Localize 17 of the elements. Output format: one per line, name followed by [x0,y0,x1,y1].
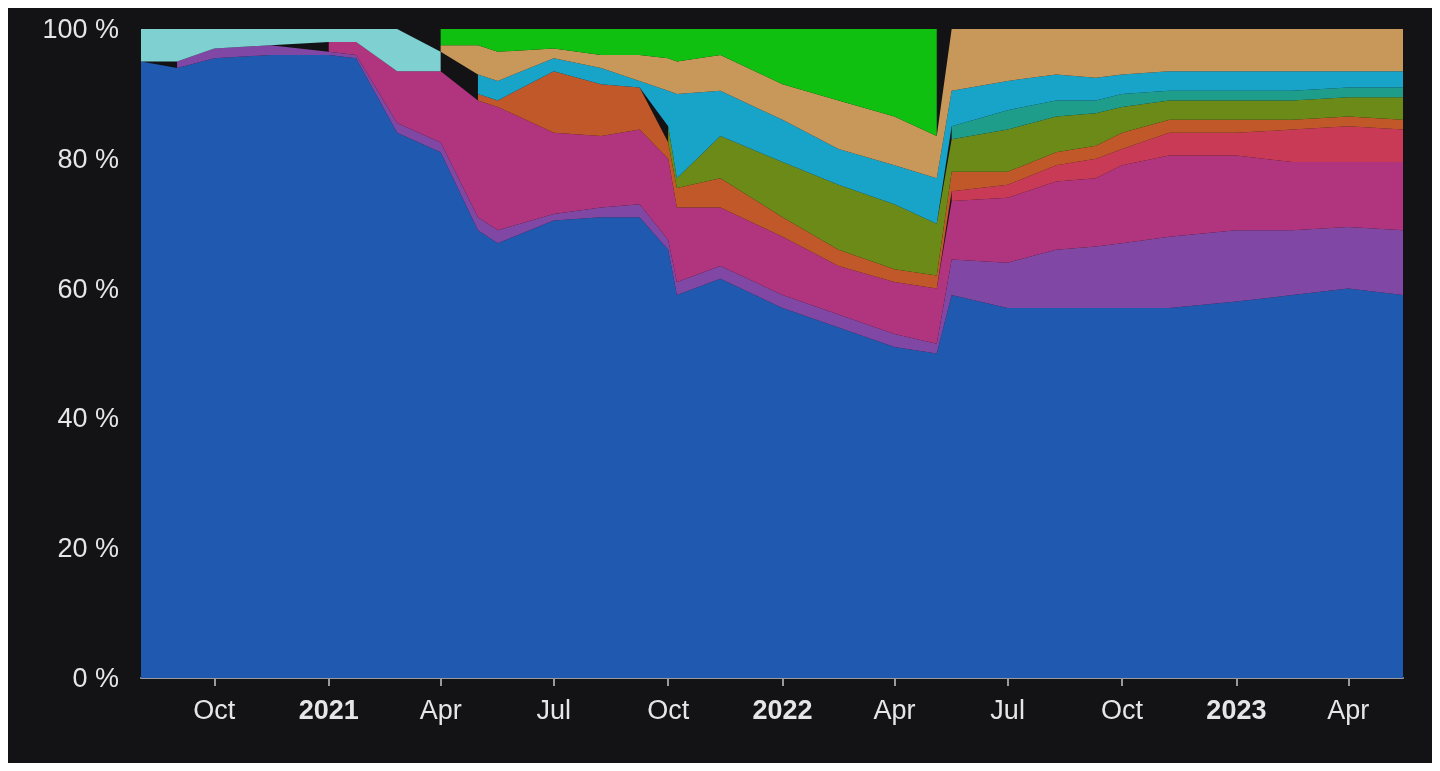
x-tick-label: Oct [1101,694,1144,725]
x-tick-label: 2023 [1206,694,1267,725]
x-tick-label: 2022 [752,694,813,725]
x-tick-label: Apr [1327,694,1370,725]
x-tick-label: Jul [990,694,1025,725]
x-tick-label: Oct [647,694,690,725]
x-tick-label: Apr [419,694,462,725]
x-tick-label: Oct [193,694,236,725]
y-tick-label: 60 % [57,273,119,304]
x-tick-label: Apr [873,694,916,725]
x-tick-label: Jul [536,694,572,725]
y-tick-label: 40 % [57,403,119,434]
y-tick-label: 20 % [57,533,119,564]
y-tick-label: 0 % [72,663,119,693]
y-tick-label: 100 % [42,14,119,44]
y-tick-label: 80 % [57,143,119,174]
x-tick-label: 2021 [298,694,359,725]
